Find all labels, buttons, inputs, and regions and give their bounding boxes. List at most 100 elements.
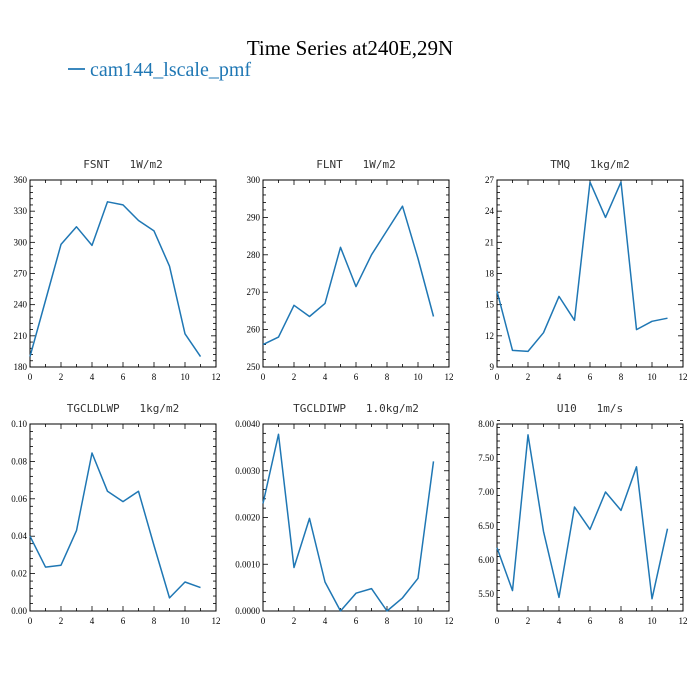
y-tick-label: 0.10 [11,419,27,429]
x-tick-label: 2 [292,372,297,382]
x-tick-label: 2 [59,616,64,626]
y-tick-label: 0.0030 [235,466,260,476]
x-tick-label: 8 [385,372,390,382]
series-line [496,181,668,353]
x-tick-label: 4 [323,372,328,382]
y-tick-label: 6.00 [478,555,494,565]
y-tick-label: 9 [490,362,495,372]
subplot-4: TGCLDLWP 1kg/m2 0 2 4 6 8 10 12 0.00 0.02 0.04 0.06… [11,402,220,626]
y-tick-label: 6.50 [478,521,494,531]
x-tick-label: 0 [28,372,33,382]
x-tick-label: 4 [90,616,95,626]
y-tick-label: 7.50 [478,453,494,463]
y-tick-label: 300 [247,175,261,185]
x-tick-label: 12 [212,616,221,626]
x-tick-label: 10 [648,616,658,626]
y-tick-label: 0.0040 [235,419,260,429]
y-tick-label: 270 [14,269,28,279]
legend: cam144_lscale_pmf [68,59,251,81]
x-tick-label: 12 [445,372,454,382]
x-tick-label: 0 [495,616,500,626]
x-tick-label: 10 [414,372,424,382]
y-tick-label: 0.08 [11,456,27,466]
x-tick-label: 12 [679,616,688,626]
subplot-2: FLNT 1W/m2 0 2 4 6 8 10 12 250 260 270 280 290 300 [247,158,454,382]
y-tick-label: 15 [485,300,495,310]
x-tick-label: 4 [323,616,328,626]
y-tick-label: 0.0000 [235,606,260,616]
subplot-title: FSNT 1W/m2 [83,158,162,171]
x-tick-label: 0 [495,372,500,382]
subplot-title: TGCLDLWP 1kg/m2 [67,402,180,415]
series-line [29,452,201,599]
y-tick-label: 24 [485,206,495,216]
subplot-title: U10 1m/s [557,402,623,415]
x-tick-label: 0 [28,616,33,626]
subplot-5: TGCLDIWP 1.0kg/m2 0 2 4 6 8 10 12 0.0000 0.0010 0.… [235,402,453,626]
subplot-title: TMQ 1kg/m2 [550,158,629,171]
y-tick-label: 0.0020 [235,513,260,523]
x-tick-label: 10 [648,372,658,382]
subplot-6: U10 1m/s 0 2 4 6 8 10 12 5.50 6.00 6.50 7.00 7.50 8.0… [478,402,687,626]
x-tick-label: 6 [354,372,359,382]
x-tick-label: 6 [354,616,359,626]
x-tick-label: 6 [121,616,126,626]
x-tick-label: 2 [526,616,531,626]
y-tick-label: 180 [14,362,28,372]
x-tick-label: 0 [261,616,266,626]
subplot-title: TGCLDIWP 1.0kg/m2 [293,402,419,415]
y-tick-label: 300 [14,237,28,247]
x-tick-label: 4 [557,616,562,626]
y-tick-label: 280 [247,250,261,260]
y-tick-label: 260 [247,325,261,335]
series-line [496,434,669,600]
plot-frame [496,179,684,368]
x-tick-label: 0 [261,372,266,382]
y-tick-label: 330 [14,206,28,216]
y-tick-label: 290 [247,212,261,222]
x-tick-label: 8 [152,372,157,382]
y-tick-label: 0.06 [11,494,27,504]
subplot-1: FSNT 1W/m2 0 2 4 6 8 10 12 180 210 240 270 300 330 360 [14,158,221,382]
x-tick-label: 6 [121,372,126,382]
y-tick-label: 0.0010 [235,559,260,569]
x-tick-label: 8 [619,372,624,382]
figure-title: Time Series at240E,29N [247,36,453,60]
series-line [262,433,435,612]
subplot-title: FLNT 1W/m2 [316,158,395,171]
subplot-grid: FSNT 1W/m20 2 4 6 8 10 12180210240270300330360… [11,158,687,626]
y-tick-label: 210 [14,331,28,341]
y-tick-label: 12 [485,331,494,341]
x-tick-label: 8 [152,616,157,626]
y-tick-label: 8.00 [478,419,494,429]
y-tick-label: 270 [247,287,261,297]
x-tick-label: 8 [385,616,390,626]
series-line [262,205,435,346]
x-tick-label: 10 [181,616,191,626]
y-tick-label: 27 [485,175,495,185]
y-tick-label: 250 [247,362,261,372]
y-tick-label: 7.00 [478,487,494,497]
x-tick-label: 4 [557,372,562,382]
y-tick-label: 0.00 [11,606,27,616]
x-tick-label: 4 [90,372,95,382]
x-tick-label: 10 [414,616,424,626]
x-tick-label: 2 [59,372,64,382]
y-tick-label: 0.04 [11,531,27,541]
y-tick-label: 18 [485,269,495,279]
y-tick-label: 0.02 [11,569,27,579]
y-tick-label: 21 [485,237,494,247]
y-tick-label: 360 [14,175,28,185]
x-tick-label: 10 [181,372,191,382]
x-tick-label: 2 [292,616,297,626]
y-tick-label: 240 [14,300,28,310]
x-tick-label: 6 [588,372,593,382]
x-tick-label: 6 [588,616,593,626]
x-tick-label: 8 [619,616,624,626]
x-tick-label: 12 [445,616,454,626]
x-tick-label: 2 [526,372,531,382]
plot-frame [262,179,450,368]
plot-frame [262,423,450,612]
